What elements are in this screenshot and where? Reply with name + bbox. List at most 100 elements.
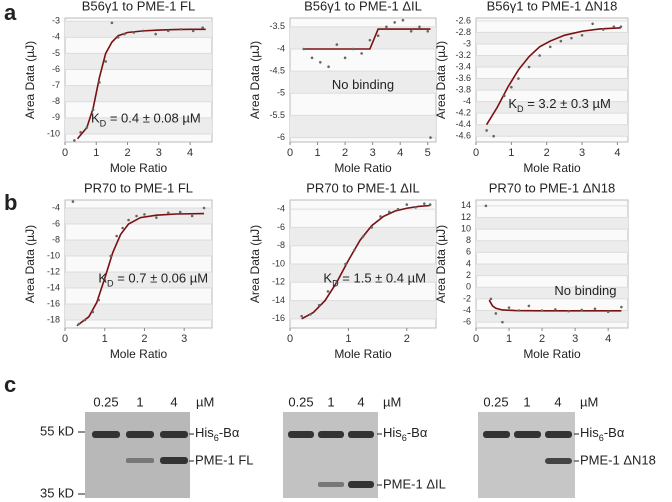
y-tick-label: -8 bbox=[52, 96, 60, 106]
band bbox=[92, 431, 120, 438]
data-point bbox=[485, 129, 488, 132]
data-point bbox=[143, 213, 146, 216]
unit-label: µM bbox=[383, 394, 401, 409]
x-tick-label: 1 bbox=[102, 333, 108, 345]
y-tick-label: -4 bbox=[463, 96, 471, 106]
fit-line bbox=[485, 27, 621, 126]
data-point bbox=[121, 226, 124, 230]
y-tick-label: -5 bbox=[277, 88, 285, 98]
annotation-sub: D bbox=[517, 104, 524, 114]
band bbox=[126, 458, 154, 463]
y-tick-label: -2.6 bbox=[455, 15, 471, 25]
y-axis-label: Area Data (µJ) bbox=[23, 225, 37, 303]
gel bbox=[478, 412, 575, 498]
x-tick-label: 5 bbox=[425, 147, 431, 159]
chart-title: B56γ1 to PME-1 FL bbox=[82, 0, 195, 13]
data-point bbox=[116, 36, 120, 39]
x-tick-label: 4 bbox=[187, 147, 193, 159]
data-point bbox=[361, 235, 365, 238]
x-tick-label: 3 bbox=[579, 147, 585, 159]
x-axis-label: Mole Ratio bbox=[523, 347, 581, 361]
y-tick-label: -6 bbox=[277, 132, 285, 142]
data-point bbox=[110, 21, 114, 25]
y-tick-label: -8 bbox=[277, 240, 285, 250]
band bbox=[160, 457, 188, 464]
data-point bbox=[91, 310, 95, 314]
data-point bbox=[115, 234, 118, 238]
data-point bbox=[426, 29, 430, 33]
x-tick-label: 0 bbox=[473, 333, 479, 345]
y-tick-label: 4 bbox=[466, 258, 471, 268]
data-point bbox=[601, 28, 605, 31]
y-tick-label: -4.6 bbox=[455, 131, 471, 141]
band-label: His6-Bα bbox=[383, 425, 428, 443]
grid-band bbox=[65, 208, 212, 224]
data-point bbox=[387, 210, 391, 214]
x-tick-label: 1 bbox=[506, 333, 512, 345]
band bbox=[318, 431, 344, 438]
data-point bbox=[379, 215, 382, 218]
grid-band bbox=[65, 21, 212, 38]
y-tick-label: -14 bbox=[272, 295, 285, 305]
data-point bbox=[343, 56, 347, 60]
annotation-sub: D bbox=[332, 279, 339, 289]
y-tick-label: -3.5 bbox=[269, 21, 285, 31]
data-point bbox=[429, 136, 432, 139]
lane-label: 1 bbox=[136, 394, 143, 409]
annotation-main: No binding bbox=[554, 284, 616, 299]
grid-band bbox=[476, 264, 628, 276]
x-tick-label: 2 bbox=[124, 147, 130, 159]
y-tick-label: -9 bbox=[52, 112, 60, 122]
data-point bbox=[554, 308, 557, 311]
data-point bbox=[132, 31, 136, 34]
band-label-sub: 6 bbox=[599, 433, 604, 443]
data-point bbox=[580, 308, 584, 312]
band bbox=[514, 431, 541, 438]
data-point bbox=[548, 45, 552, 49]
data-point bbox=[501, 320, 504, 324]
gels bbox=[85, 412, 575, 498]
data-point bbox=[166, 29, 170, 33]
fit-line bbox=[76, 28, 206, 140]
data-point bbox=[97, 298, 101, 302]
data-point bbox=[85, 126, 89, 129]
data-point bbox=[109, 254, 112, 258]
band-label-main: His bbox=[580, 425, 599, 440]
band-label-main: His bbox=[195, 425, 214, 440]
grid-band bbox=[290, 115, 436, 138]
grid-band bbox=[290, 264, 436, 283]
data-point bbox=[527, 65, 531, 69]
data-point bbox=[327, 65, 330, 69]
y-tick-label: -4 bbox=[277, 204, 285, 214]
band bbox=[288, 431, 314, 438]
data-point bbox=[559, 39, 563, 43]
annotation-main: K bbox=[91, 111, 100, 126]
data-point bbox=[428, 203, 432, 206]
grid-band bbox=[476, 287, 628, 299]
annotation-rest: = 3.2 ± 0.3 µM bbox=[524, 96, 611, 111]
x-axis-label: Mole Ratio bbox=[110, 161, 168, 175]
data-point bbox=[317, 303, 321, 307]
band-label: His6-Bα bbox=[195, 425, 240, 443]
y-tick-label: -6 bbox=[52, 64, 60, 74]
y-tick-label: -4.2 bbox=[455, 108, 471, 118]
data-point bbox=[73, 139, 76, 142]
annotation: KD = 0.4 ± 0.08 µM bbox=[91, 111, 201, 129]
y-tick-label: -6 bbox=[463, 317, 471, 327]
y-axis-label: Area Data (µJ) bbox=[434, 41, 448, 119]
data-point bbox=[567, 309, 570, 313]
lane-label: 4 bbox=[554, 394, 561, 409]
data-point bbox=[91, 108, 95, 112]
grid-band bbox=[476, 310, 628, 323]
data-point bbox=[310, 56, 314, 60]
x-tick-label: 0 bbox=[287, 147, 293, 159]
grid-band bbox=[65, 117, 212, 134]
annotation-sub: D bbox=[100, 119, 107, 129]
data-point bbox=[619, 25, 623, 28]
grid-band bbox=[476, 101, 628, 114]
data-point bbox=[591, 22, 594, 26]
data-point bbox=[507, 306, 511, 309]
panel-label: c bbox=[4, 372, 16, 397]
band-label-rest: -Bα bbox=[219, 425, 240, 440]
